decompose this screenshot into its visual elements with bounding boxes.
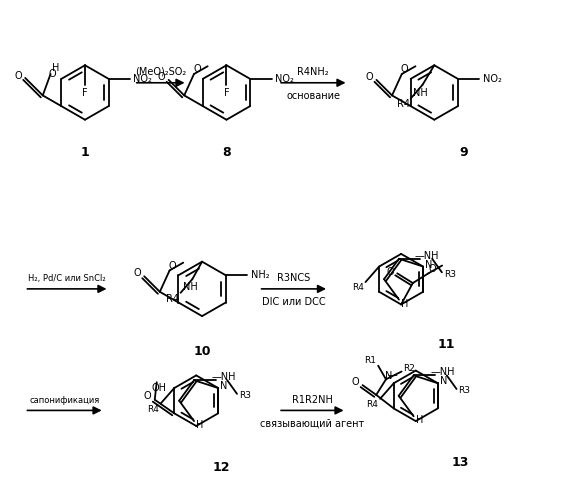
- Text: O: O: [168, 260, 176, 270]
- Text: —: —: [388, 370, 397, 380]
- Text: OH: OH: [151, 383, 166, 393]
- Text: N: N: [385, 372, 393, 382]
- Text: R4: R4: [367, 400, 378, 409]
- Text: NH₂: NH₂: [251, 270, 269, 280]
- Text: сапонификация: сапонификация: [29, 396, 99, 404]
- Text: O: O: [387, 268, 394, 278]
- Text: O: O: [352, 377, 360, 387]
- Text: 8: 8: [222, 146, 231, 159]
- Text: O: O: [158, 72, 166, 82]
- Text: N: N: [220, 381, 228, 391]
- Text: 13: 13: [452, 456, 469, 469]
- Text: 11: 11: [437, 338, 455, 350]
- Text: связывающий агент: связывающий агент: [260, 418, 364, 428]
- Text: H: H: [52, 63, 59, 73]
- Text: —NH: —NH: [414, 251, 439, 261]
- Text: NH: NH: [183, 282, 198, 292]
- Text: (MeO)₂SO₂: (MeO)₂SO₂: [135, 67, 186, 77]
- Text: 12: 12: [213, 461, 230, 474]
- Text: F: F: [82, 88, 88, 98]
- Text: R4: R4: [352, 284, 364, 292]
- Text: R1R2NH: R1R2NH: [292, 394, 333, 404]
- Text: F: F: [224, 88, 230, 98]
- Text: R4: R4: [166, 294, 179, 304]
- Text: 10: 10: [194, 346, 211, 358]
- Text: 9: 9: [459, 146, 468, 159]
- Text: O: O: [366, 72, 373, 82]
- Text: основание: основание: [286, 90, 340, 101]
- Text: N: N: [425, 260, 433, 270]
- Text: —NH: —NH: [211, 372, 236, 382]
- Text: —NH: —NH: [431, 368, 455, 378]
- Text: NO₂: NO₂: [134, 74, 152, 84]
- Text: R4: R4: [147, 405, 159, 414]
- Text: R3: R3: [459, 386, 471, 396]
- Text: O: O: [14, 71, 22, 81]
- Text: R4NH₂: R4NH₂: [297, 67, 329, 77]
- Text: H: H: [401, 298, 408, 308]
- Text: 1: 1: [81, 146, 90, 159]
- Text: H: H: [416, 415, 423, 425]
- Text: H₂, Pd/C или SnCl₂: H₂, Pd/C или SnCl₂: [28, 274, 106, 283]
- Text: NH: NH: [413, 88, 428, 98]
- Text: R4: R4: [397, 99, 409, 109]
- Text: R3: R3: [239, 392, 251, 400]
- Text: R3: R3: [444, 270, 456, 279]
- Text: O: O: [134, 268, 141, 278]
- Text: R1: R1: [364, 356, 376, 366]
- Text: N: N: [440, 376, 447, 386]
- Text: O: O: [49, 69, 57, 79]
- Text: H: H: [196, 420, 204, 430]
- Text: R2: R2: [404, 364, 415, 373]
- Text: NO₂: NO₂: [275, 74, 293, 84]
- Text: O: O: [143, 391, 151, 401]
- Text: DIC или DCC: DIC или DCC: [262, 296, 325, 306]
- Text: R3NCS: R3NCS: [277, 273, 311, 283]
- Text: NO₂: NO₂: [482, 74, 501, 84]
- Text: O: O: [428, 264, 436, 274]
- Text: O: O: [401, 64, 408, 74]
- Text: O: O: [193, 64, 201, 74]
